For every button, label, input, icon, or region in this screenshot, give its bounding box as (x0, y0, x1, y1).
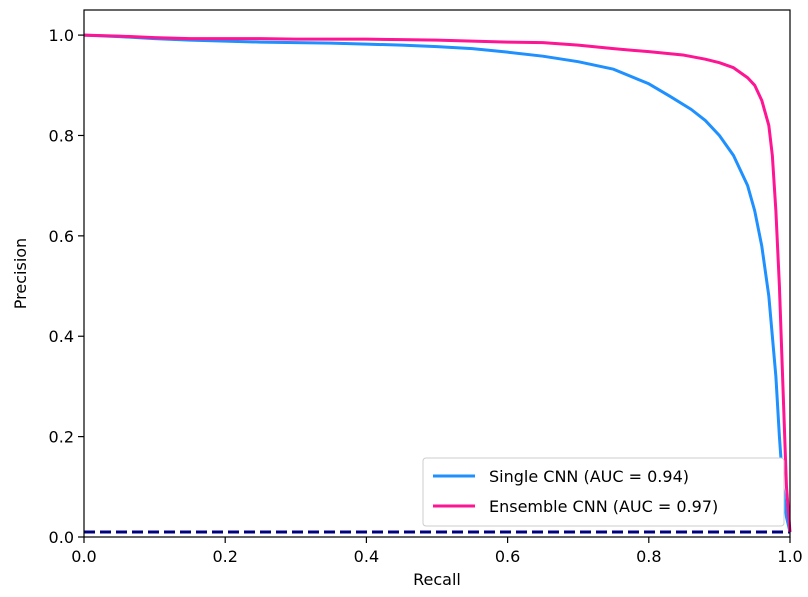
x-tick-label: 1.0 (777, 547, 802, 566)
legend: Single CNN (AUC = 0.94) Ensemble CNN (AU… (422, 457, 785, 527)
y-tick-label: 0.2 (49, 428, 74, 447)
x-axis: 0.0 0.2 0.4 0.6 0.8 1.0 (71, 537, 803, 566)
series-line-single-cnn (83, 33, 792, 533)
y-axis: 0.0 0.2 0.4 0.6 0.8 1.0 (49, 26, 84, 547)
x-tick-label: 0.2 (212, 547, 237, 566)
x-tick-label: 0.8 (636, 547, 661, 566)
legend-label-single-cnn: Single CNN (AUC = 0.94) (489, 467, 689, 486)
legend-label-ensemble-cnn: Ensemble CNN (AUC = 0.97) (489, 497, 718, 516)
x-axis-label: Recall (413, 570, 461, 589)
y-tick-label: 1.0 (49, 26, 74, 45)
y-tick-label: 0.4 (49, 327, 74, 346)
y-tick-label: 0.0 (49, 528, 74, 547)
x-tick-label: 0.4 (354, 547, 379, 566)
plot-area (83, 33, 792, 534)
axes-frame (83, 9, 791, 538)
y-axis-label: Precision (11, 238, 30, 309)
series-line-ensemble-cnn (83, 33, 792, 533)
x-tick-label: 0.6 (495, 547, 520, 566)
y-tick-label: 0.6 (49, 227, 74, 246)
x-tick-label: 0.0 (71, 547, 96, 566)
legend-box (422, 457, 785, 527)
y-tick-label: 0.8 (49, 126, 74, 145)
